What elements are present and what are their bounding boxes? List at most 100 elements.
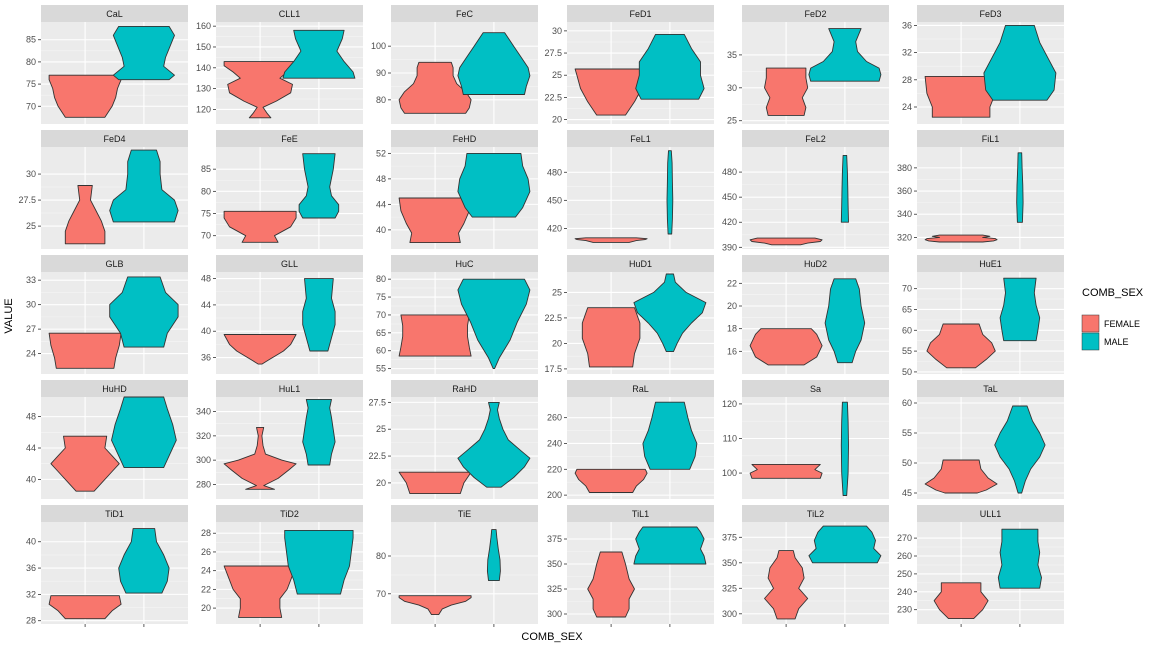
facet-strip — [216, 130, 363, 147]
y-tick-label: 45 — [902, 488, 912, 498]
y-axis-title: VALUE — [3, 298, 15, 333]
violin-male-fil1 — [1016, 152, 1024, 223]
y-tick-label: 120 — [196, 104, 211, 114]
facet-strip — [742, 130, 889, 147]
y-tick-label: 36 — [26, 563, 36, 573]
y-tick-label: 65 — [376, 328, 386, 338]
legend-key-female — [1081, 314, 1100, 333]
facet-huc: HuC 55 60 65 70 75 80 — [376, 255, 538, 374]
y-tick-label: 27 — [26, 324, 36, 334]
y-tick-label: 340 — [196, 407, 211, 417]
y-tick-label: 16 — [727, 346, 737, 356]
y-tick-label: 27.5 — [18, 195, 36, 205]
y-tick-label: 20 — [376, 478, 386, 488]
facet-strip-label: FeL2 — [805, 134, 826, 144]
y-tick-label: 32 — [902, 48, 912, 58]
y-tick-label: 32 — [26, 589, 36, 599]
y-tick-label: 240 — [897, 587, 912, 597]
y-tick-label: 24 — [902, 102, 912, 112]
facet-strip-label: FeE — [281, 134, 298, 144]
facet-strip — [917, 5, 1064, 22]
violin-female-fee — [223, 210, 297, 243]
y-tick-label: 55 — [902, 346, 912, 356]
facet-strip-label: FeD4 — [103, 134, 125, 144]
facet-fel2: FeL2 390 420 450 480 — [722, 130, 889, 252]
facet-strip — [742, 255, 889, 272]
facet-ull1: ULL1 230 240 250 260 270 — [897, 505, 1064, 627]
y-tick-label: 40 — [376, 225, 386, 235]
y-tick-label: 100 — [371, 41, 386, 51]
facet-strip-label: TiL1 — [632, 509, 649, 519]
y-tick-label: 17.5 — [544, 364, 562, 374]
facet-fed2: FeD2 25 30 35 — [727, 5, 889, 126]
y-tick-label: 80 — [376, 95, 386, 105]
y-tick-label: 60 — [902, 325, 912, 335]
y-tick-label: 40 — [201, 326, 211, 336]
facet-strip — [391, 130, 538, 147]
y-tick-label: 70 — [26, 101, 36, 111]
facet-strip-label: HuHD — [102, 384, 127, 394]
facet-strip — [917, 380, 1064, 397]
legend-title: COMB_SEX — [1082, 287, 1144, 299]
facet-strip-label: RaL — [632, 384, 649, 394]
y-tick-label: 65 — [902, 304, 912, 314]
y-tick-label: 220 — [547, 464, 562, 474]
facet-strip-label: TaL — [983, 384, 998, 394]
y-tick-label: 48 — [376, 174, 386, 184]
facet-cal: CaL 70 75 80 85 — [26, 5, 188, 124]
violin-female-glb — [48, 332, 122, 369]
violin-female-ral — [574, 468, 648, 493]
facet-hud1: HuD1 17.5 20 22.5 25 — [544, 255, 714, 374]
y-tick-label: 33 — [26, 275, 36, 285]
facet-strip-label: HuC — [455, 259, 474, 269]
facet-strip-label: HuD1 — [629, 259, 652, 269]
y-tick-label: 28 — [201, 528, 211, 538]
violin-female-fed3 — [924, 75, 998, 118]
y-tick-label: 200 — [547, 490, 562, 500]
y-tick-label: 450 — [547, 195, 562, 205]
violin-male-rahd — [457, 401, 531, 488]
y-tick-label: 230 — [897, 605, 912, 615]
y-tick-label: 75 — [201, 209, 211, 219]
violin-male-ral — [642, 401, 698, 470]
violin-female-fel2 — [749, 237, 823, 246]
y-tick-label: 80 — [376, 551, 386, 561]
panel-background — [742, 397, 889, 499]
y-tick-label: 25 — [727, 116, 737, 126]
facet-strip-label: RaHD — [452, 384, 477, 394]
violin-male-til2 — [808, 525, 882, 564]
violin-female-fil1 — [924, 234, 998, 243]
facet-strip-label: TiE — [458, 509, 471, 519]
y-tick-label: 20 — [201, 603, 211, 613]
violin-female-ull1 — [933, 582, 989, 620]
facet-strip-label: FeL1 — [630, 134, 651, 144]
y-tick-label: 300 — [722, 609, 737, 619]
panel-background — [917, 147, 1064, 249]
legend-label-female: FEMALE — [1104, 319, 1140, 329]
facet-ral: RaL 200 220 240 260 — [547, 380, 714, 500]
facet-hue1: HuE1 50 55 60 65 70 — [902, 255, 1064, 377]
facet-strip — [216, 380, 363, 397]
violin-female-gll — [223, 334, 297, 365]
violin-female-til2 — [764, 550, 809, 620]
facet-strip — [391, 255, 538, 272]
y-tick-label: 26 — [201, 547, 211, 557]
y-tick-label: 420 — [722, 217, 737, 227]
y-tick-label: 325 — [722, 583, 737, 593]
facet-hud2: HuD2 16 18 20 22 — [727, 255, 889, 374]
violin-male-fec — [457, 32, 531, 95]
facet-strip — [567, 5, 714, 22]
violin-female-sa — [749, 463, 823, 479]
panel-background — [567, 147, 714, 249]
violin-female-rahd — [398, 471, 472, 495]
facet-strip — [41, 255, 188, 272]
facet-strip-label: GLL — [281, 259, 298, 269]
facet-strip — [567, 130, 714, 147]
y-tick-label: 130 — [196, 84, 211, 94]
violin-male-cll1 — [282, 29, 356, 79]
facet-strip — [917, 130, 1064, 147]
y-tick-label: 70 — [201, 231, 211, 241]
y-tick-label: 44 — [201, 300, 211, 310]
facet-strip-label: CLL1 — [279, 9, 301, 19]
